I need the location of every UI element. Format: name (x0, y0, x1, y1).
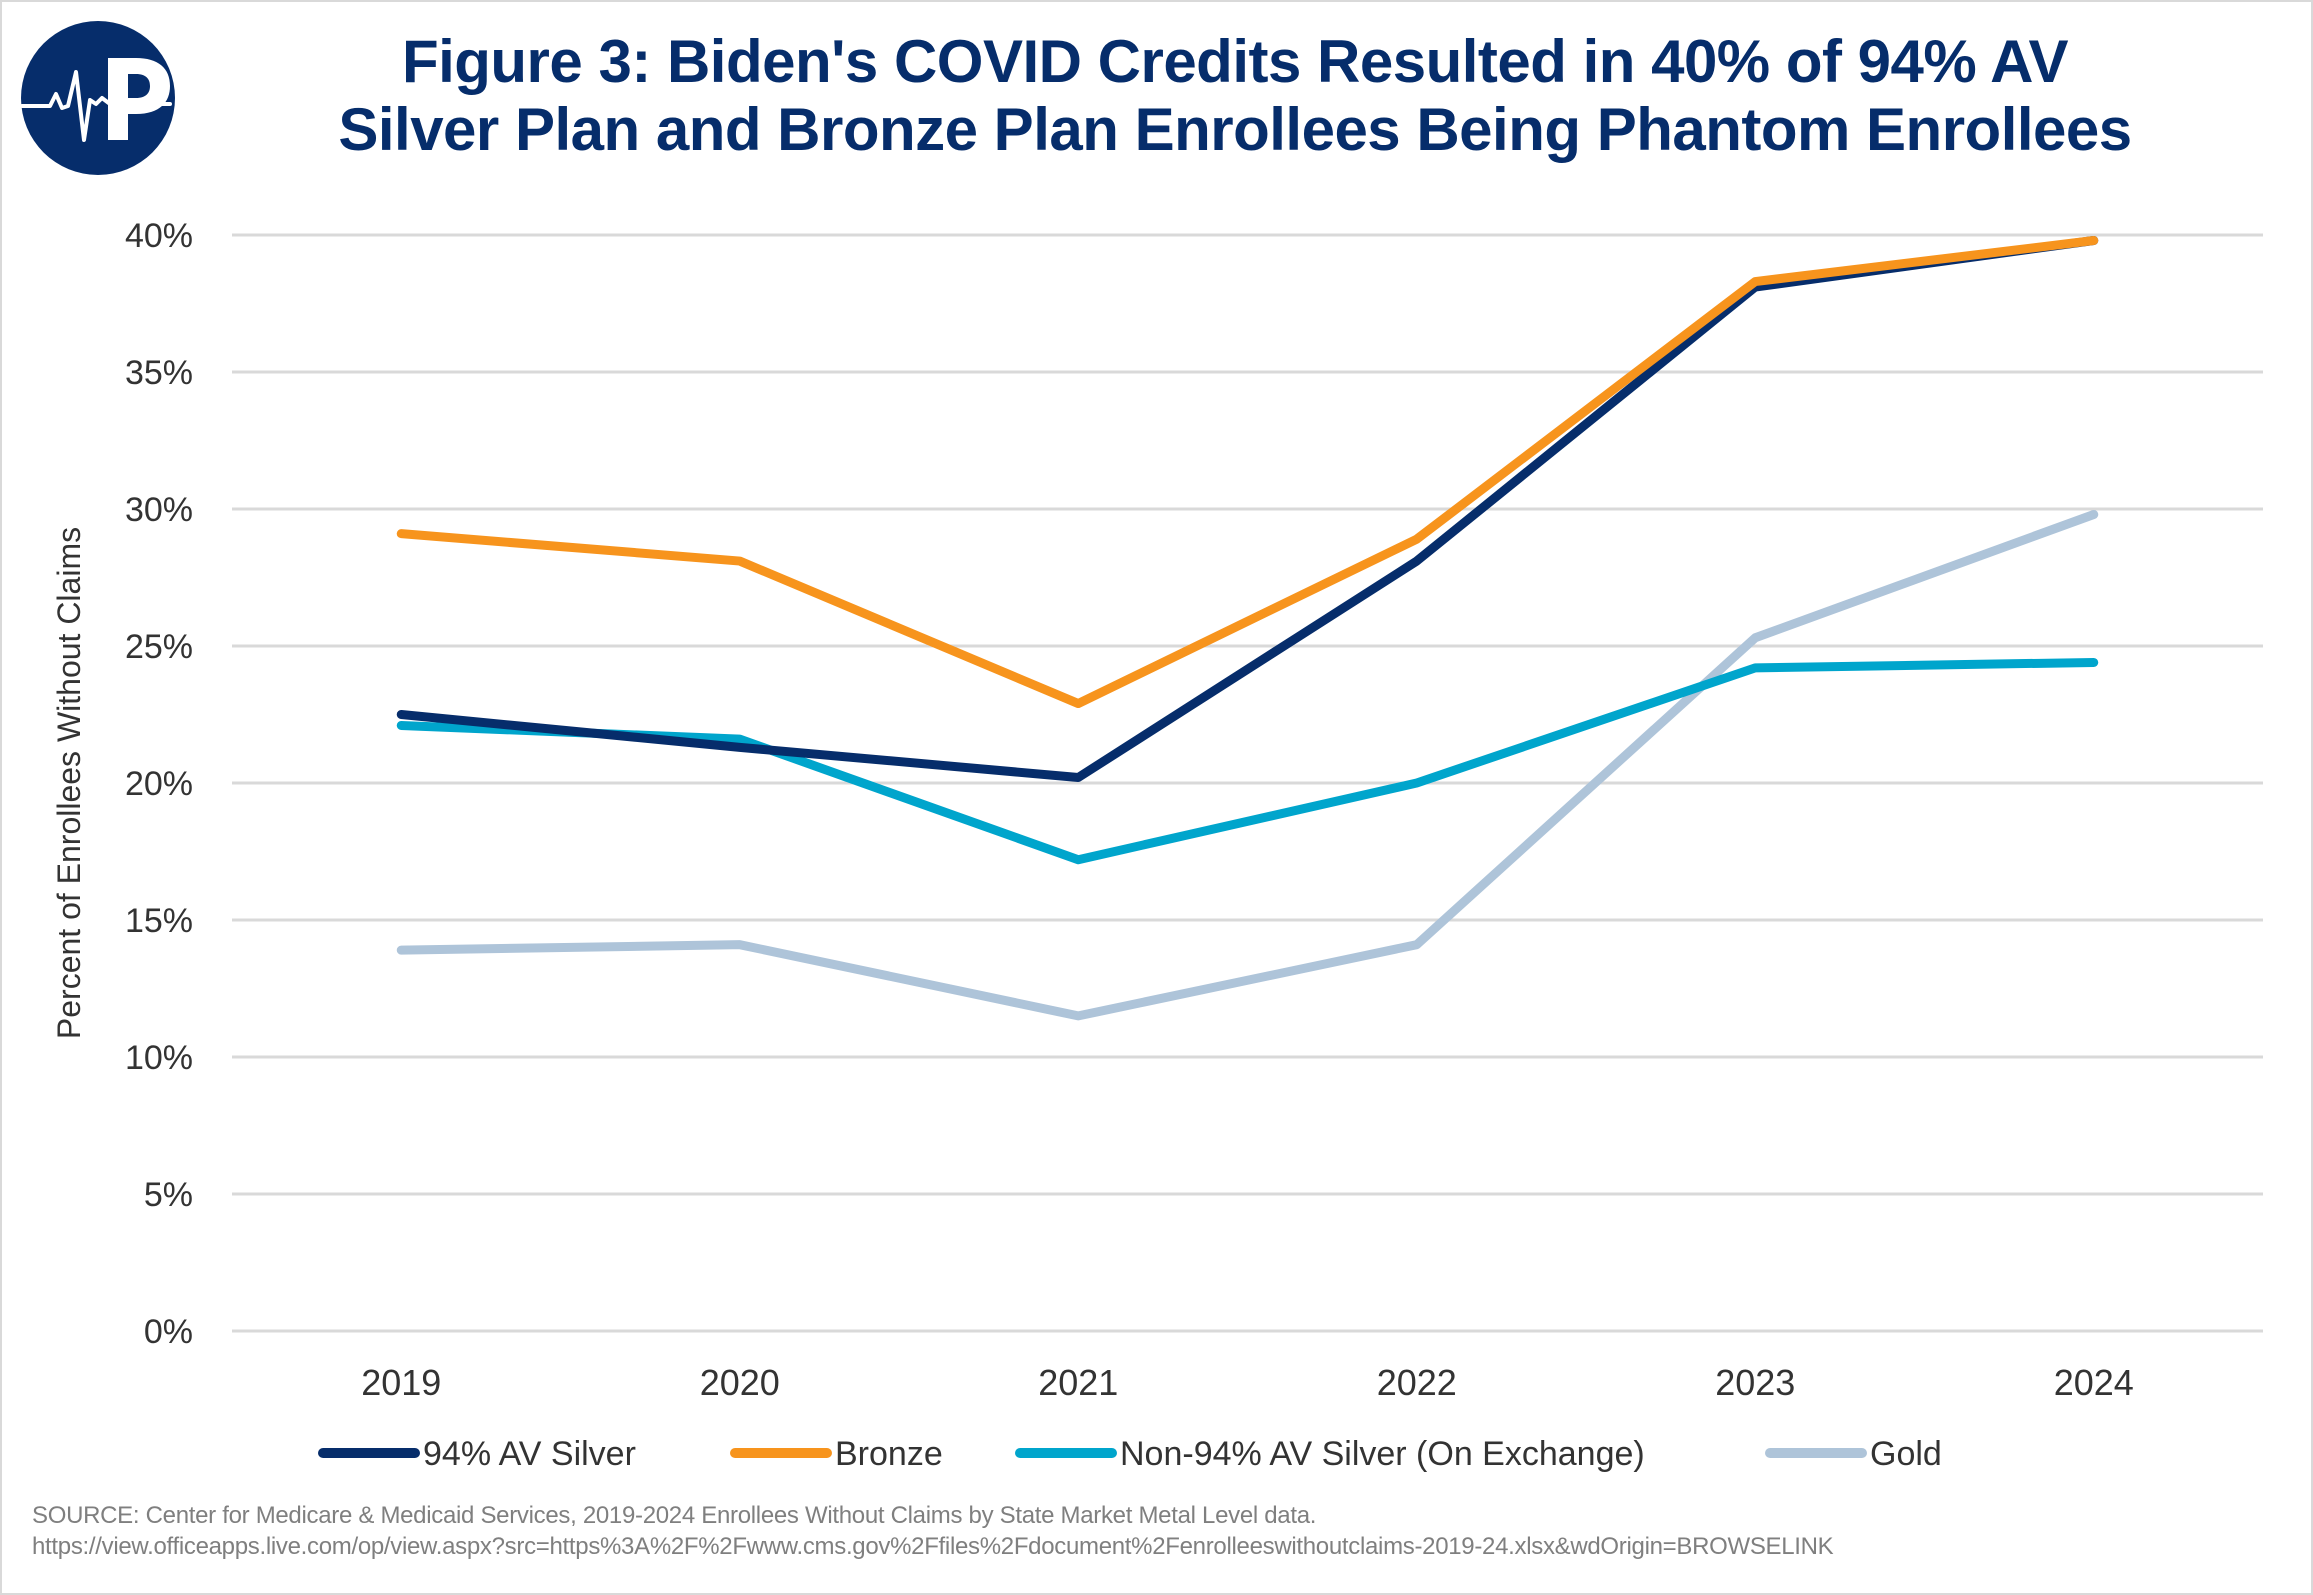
legend-label: Gold (1870, 1435, 1942, 1473)
x-tick-label: 2021 (1038, 1362, 1118, 1403)
y-tick-label: 0% (144, 1313, 193, 1351)
series-line-bronze (396, 235, 2099, 709)
series-lines (396, 235, 2099, 1021)
x-tick-label: 2019 (361, 1362, 441, 1403)
y-tick-label: 10% (125, 1039, 193, 1077)
y-tick-label: 25% (125, 628, 193, 666)
x-tick-label: 2024 (2054, 1362, 2134, 1403)
y-tick-label: 20% (125, 765, 193, 803)
chart-title-line-2: Silver Plan and Bronze Plan Enrollees Be… (338, 96, 2132, 163)
heartbeat-p-logo-icon (20, 21, 175, 175)
y-axis-ticks: 0% 5% 10% 15% 20% 25% 30% 35% 40% (125, 217, 193, 1351)
series-line-94-av-silver (396, 235, 2099, 783)
x-tick-label: 2020 (700, 1362, 780, 1403)
legend-item: Gold (1765, 1435, 1942, 1473)
series-line-non-94-av-silver-on-exchange (396, 657, 2099, 865)
y-tick-label: 15% (125, 902, 193, 940)
legend-item: 94% AV Silver (318, 1435, 636, 1473)
y-tick-label: 30% (125, 491, 193, 529)
legend-item: Non-94% AV Silver (On Exchange) (1015, 1435, 1645, 1473)
x-tick-label: 2023 (1715, 1362, 1795, 1403)
y-tick-label: 40% (125, 217, 193, 255)
legend-label: 94% AV Silver (423, 1435, 636, 1473)
y-tick-label: 5% (144, 1176, 193, 1214)
x-axis-ticks: 2019 2020 2021 2022 2023 2024 (361, 1362, 2134, 1403)
legend-label: Non-94% AV Silver (On Exchange) (1120, 1435, 1645, 1473)
source-note: SOURCE: Center for Medicare & Medicaid S… (32, 1500, 1834, 1562)
legend-item: Bronze (730, 1435, 943, 1473)
chart-title: Figure 3: Biden's COVID Credits Resulted… (270, 28, 2200, 164)
legend-label: Bronze (835, 1435, 943, 1473)
source-line-1: SOURCE: Center for Medicare & Medicaid S… (32, 1502, 1317, 1529)
gridlines (232, 233, 2263, 1333)
source-line-2: https://view.officeapps.live.com/op/view… (32, 1533, 1834, 1560)
x-tick-label: 2022 (1377, 1362, 1457, 1403)
y-tick-label: 35% (125, 354, 193, 392)
legend: 94% AV Silver Bronze Non-94% AV Silver (On… (318, 1435, 1942, 1473)
y-axis-label: Percent of Enrollees Without Claims (51, 527, 87, 1039)
series-line-gold (396, 509, 2099, 1021)
chart-title-line-1: Figure 3: Biden's COVID Credits Resulted… (401, 28, 2069, 95)
